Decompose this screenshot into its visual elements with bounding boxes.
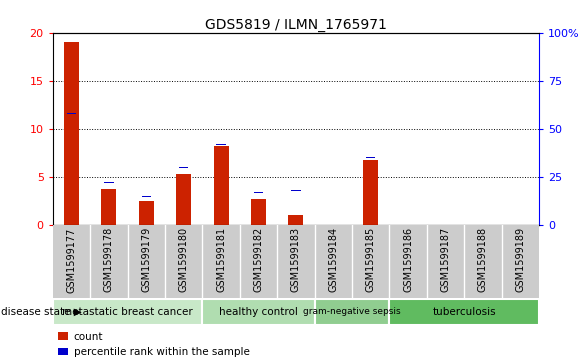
Bar	[53, 298, 202, 325]
Bar	[216, 144, 226, 145]
Bar	[291, 190, 301, 191]
Text: GSM1599186: GSM1599186	[403, 227, 413, 292]
Bar	[363, 160, 378, 225]
Text: GSM1599178: GSM1599178	[104, 227, 114, 293]
Text: GSM1599177: GSM1599177	[66, 227, 76, 293]
Bar	[179, 167, 188, 168]
Bar	[390, 298, 539, 325]
Bar	[214, 146, 229, 225]
Text: GSM1599182: GSM1599182	[254, 227, 264, 293]
Text: healthy control: healthy control	[219, 307, 298, 317]
Bar	[139, 201, 154, 225]
Legend: count, percentile rank within the sample: count, percentile rank within the sample	[58, 332, 250, 357]
Bar	[142, 196, 151, 197]
Text: GSM1599179: GSM1599179	[141, 227, 151, 293]
Bar	[254, 192, 263, 193]
Bar	[104, 182, 114, 183]
Bar	[64, 42, 79, 225]
Text: GSM1599183: GSM1599183	[291, 227, 301, 292]
Text: GSM1599180: GSM1599180	[179, 227, 189, 292]
Text: GSM1599184: GSM1599184	[328, 227, 338, 292]
Bar	[176, 174, 191, 225]
Text: GSM1599185: GSM1599185	[366, 227, 376, 293]
Text: metastatic breast cancer: metastatic breast cancer	[62, 307, 193, 317]
Text: GSM1599188: GSM1599188	[478, 227, 488, 292]
Bar	[202, 298, 315, 325]
Text: tuberculosis: tuberculosis	[432, 307, 496, 317]
Text: GSM1599189: GSM1599189	[516, 227, 526, 292]
Text: GSM1599181: GSM1599181	[216, 227, 226, 292]
Bar	[315, 298, 390, 325]
Bar	[67, 113, 76, 114]
Bar	[366, 157, 376, 158]
Bar	[288, 216, 304, 225]
Title: GDS5819 / ILMN_1765971: GDS5819 / ILMN_1765971	[205, 18, 387, 32]
Bar	[251, 199, 266, 225]
Bar	[101, 189, 117, 225]
Text: disease state ▶: disease state ▶	[1, 307, 82, 317]
Text: GSM1599187: GSM1599187	[441, 227, 451, 293]
Text: gram-negative sepsis: gram-negative sepsis	[303, 307, 401, 316]
